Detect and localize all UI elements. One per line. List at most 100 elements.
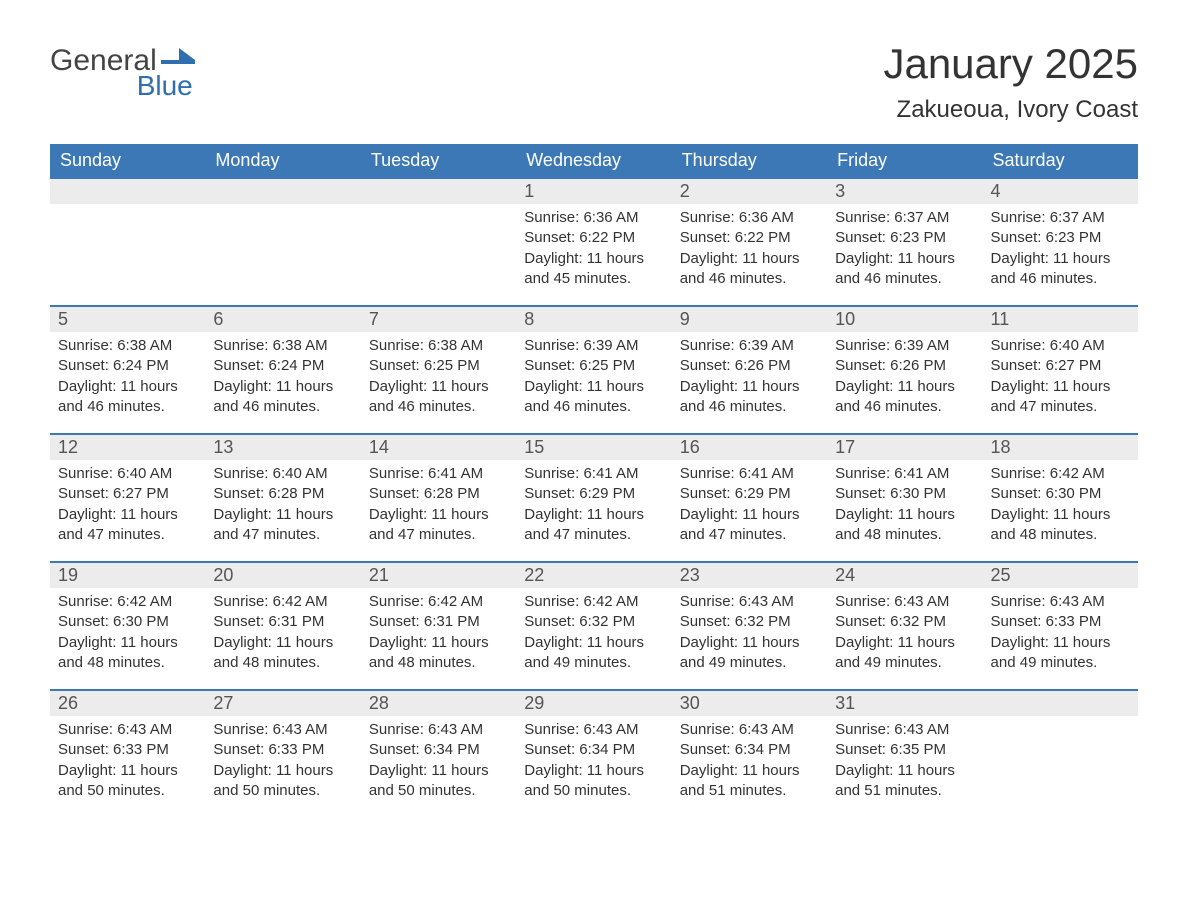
calendar-day-cell: 31Sunrise: 6:43 AMSunset: 6:35 PMDayligh… <box>827 689 982 817</box>
sunrise-line: Sunrise: 6:42 AM <box>58 592 197 612</box>
sunset-line: Sunset: 6:30 PM <box>58 612 197 632</box>
calendar-day-cell: 25Sunrise: 6:43 AMSunset: 6:33 PMDayligh… <box>983 561 1138 689</box>
day-number: 12 <box>50 433 205 460</box>
sunset-line: Sunset: 6:23 PM <box>835 228 974 248</box>
day-details: Sunrise: 6:42 AMSunset: 6:32 PMDaylight:… <box>516 588 671 681</box>
daylight-line: Daylight: 11 hours and 46 minutes. <box>524 377 663 418</box>
day-details: Sunrise: 6:42 AMSunset: 6:30 PMDaylight:… <box>50 588 205 681</box>
day-details: Sunrise: 6:43 AMSunset: 6:34 PMDaylight:… <box>672 716 827 809</box>
sunset-line: Sunset: 6:31 PM <box>369 612 508 632</box>
calendar-week-row: 5Sunrise: 6:38 AMSunset: 6:24 PMDaylight… <box>50 305 1138 433</box>
day-number: 31 <box>827 689 982 716</box>
sunset-line: Sunset: 6:26 PM <box>680 356 819 376</box>
sunset-line: Sunset: 6:30 PM <box>991 484 1130 504</box>
calendar-day-cell: 4Sunrise: 6:37 AMSunset: 6:23 PMDaylight… <box>983 177 1138 305</box>
day-details: Sunrise: 6:42 AMSunset: 6:30 PMDaylight:… <box>983 460 1138 553</box>
daylight-line: Daylight: 11 hours and 47 minutes. <box>213 505 352 546</box>
page-header: General Blue January 2025 Zakueoua, Ivor… <box>50 40 1138 124</box>
daylight-line: Daylight: 11 hours and 47 minutes. <box>524 505 663 546</box>
day-details: Sunrise: 6:40 AMSunset: 6:27 PMDaylight:… <box>983 332 1138 425</box>
calendar-day-cell <box>205 177 360 305</box>
sunset-line: Sunset: 6:23 PM <box>991 228 1130 248</box>
daylight-line: Daylight: 11 hours and 48 minutes. <box>58 633 197 674</box>
daylight-line: Daylight: 11 hours and 46 minutes. <box>213 377 352 418</box>
calendar-day-cell: 10Sunrise: 6:39 AMSunset: 6:26 PMDayligh… <box>827 305 982 433</box>
day-details: Sunrise: 6:38 AMSunset: 6:24 PMDaylight:… <box>205 332 360 425</box>
sunset-line: Sunset: 6:29 PM <box>524 484 663 504</box>
day-details: Sunrise: 6:43 AMSunset: 6:35 PMDaylight:… <box>827 716 982 809</box>
sunrise-line: Sunrise: 6:43 AM <box>213 720 352 740</box>
sunset-line: Sunset: 6:24 PM <box>58 356 197 376</box>
calendar-day-cell: 28Sunrise: 6:43 AMSunset: 6:34 PMDayligh… <box>361 689 516 817</box>
day-number: 11 <box>983 305 1138 332</box>
day-details: Sunrise: 6:41 AMSunset: 6:30 PMDaylight:… <box>827 460 982 553</box>
sunrise-line: Sunrise: 6:39 AM <box>524 336 663 356</box>
day-details: Sunrise: 6:40 AMSunset: 6:28 PMDaylight:… <box>205 460 360 553</box>
sunset-line: Sunset: 6:25 PM <box>369 356 508 376</box>
daylight-line: Daylight: 11 hours and 49 minutes. <box>991 633 1130 674</box>
sunset-line: Sunset: 6:34 PM <box>369 740 508 760</box>
day-number: 14 <box>361 433 516 460</box>
sunset-line: Sunset: 6:32 PM <box>835 612 974 632</box>
title-block: January 2025 Zakueoua, Ivory Coast <box>883 40 1138 124</box>
daylight-line: Daylight: 11 hours and 51 minutes. <box>680 761 819 802</box>
day-number-empty <box>361 177 516 204</box>
calendar-day-cell <box>50 177 205 305</box>
day-number: 27 <box>205 689 360 716</box>
daylight-line: Daylight: 11 hours and 50 minutes. <box>58 761 197 802</box>
sunset-line: Sunset: 6:33 PM <box>58 740 197 760</box>
sunset-line: Sunset: 6:24 PM <box>213 356 352 376</box>
daylight-line: Daylight: 11 hours and 46 minutes. <box>835 377 974 418</box>
day-number: 10 <box>827 305 982 332</box>
sunrise-line: Sunrise: 6:41 AM <box>524 464 663 484</box>
day-number: 29 <box>516 689 671 716</box>
sunrise-line: Sunrise: 6:43 AM <box>680 592 819 612</box>
calendar-day-cell: 2Sunrise: 6:36 AMSunset: 6:22 PMDaylight… <box>672 177 827 305</box>
sunrise-line: Sunrise: 6:37 AM <box>991 208 1130 228</box>
day-details: Sunrise: 6:38 AMSunset: 6:24 PMDaylight:… <box>50 332 205 425</box>
sunrise-line: Sunrise: 6:37 AM <box>835 208 974 228</box>
month-title: January 2025 <box>883 40 1138 88</box>
day-details: Sunrise: 6:43 AMSunset: 6:34 PMDaylight:… <box>361 716 516 809</box>
calendar-week-row: 26Sunrise: 6:43 AMSunset: 6:33 PMDayligh… <box>50 689 1138 817</box>
daylight-line: Daylight: 11 hours and 48 minutes. <box>835 505 974 546</box>
day-number: 7 <box>361 305 516 332</box>
calendar-day-cell: 7Sunrise: 6:38 AMSunset: 6:25 PMDaylight… <box>361 305 516 433</box>
calendar-day-cell: 15Sunrise: 6:41 AMSunset: 6:29 PMDayligh… <box>516 433 671 561</box>
calendar-day-cell: 13Sunrise: 6:40 AMSunset: 6:28 PMDayligh… <box>205 433 360 561</box>
sunrise-line: Sunrise: 6:38 AM <box>213 336 352 356</box>
sunset-line: Sunset: 6:35 PM <box>835 740 974 760</box>
daylight-line: Daylight: 11 hours and 50 minutes. <box>369 761 508 802</box>
day-number: 18 <box>983 433 1138 460</box>
day-number: 21 <box>361 561 516 588</box>
sunrise-line: Sunrise: 6:38 AM <box>58 336 197 356</box>
daylight-line: Daylight: 11 hours and 49 minutes. <box>835 633 974 674</box>
daylight-line: Daylight: 11 hours and 46 minutes. <box>680 377 819 418</box>
daylight-line: Daylight: 11 hours and 47 minutes. <box>369 505 508 546</box>
calendar-day-cell: 19Sunrise: 6:42 AMSunset: 6:30 PMDayligh… <box>50 561 205 689</box>
daylight-line: Daylight: 11 hours and 46 minutes. <box>680 249 819 290</box>
calendar-week-row: 1Sunrise: 6:36 AMSunset: 6:22 PMDaylight… <box>50 177 1138 305</box>
flag-icon <box>161 40 195 70</box>
daylight-line: Daylight: 11 hours and 51 minutes. <box>835 761 974 802</box>
daylight-line: Daylight: 11 hours and 48 minutes. <box>213 633 352 674</box>
weekday-header: Monday <box>205 144 360 177</box>
day-number: 3 <box>827 177 982 204</box>
weekday-header: Sunday <box>50 144 205 177</box>
day-number: 4 <box>983 177 1138 204</box>
day-details: Sunrise: 6:42 AMSunset: 6:31 PMDaylight:… <box>205 588 360 681</box>
calendar-day-cell: 5Sunrise: 6:38 AMSunset: 6:24 PMDaylight… <box>50 305 205 433</box>
day-number: 17 <box>827 433 982 460</box>
sunrise-line: Sunrise: 6:40 AM <box>213 464 352 484</box>
daylight-line: Daylight: 11 hours and 50 minutes. <box>524 761 663 802</box>
calendar-day-cell: 30Sunrise: 6:43 AMSunset: 6:34 PMDayligh… <box>672 689 827 817</box>
day-details: Sunrise: 6:37 AMSunset: 6:23 PMDaylight:… <box>827 204 982 297</box>
calendar-day-cell: 3Sunrise: 6:37 AMSunset: 6:23 PMDaylight… <box>827 177 982 305</box>
day-details: Sunrise: 6:41 AMSunset: 6:28 PMDaylight:… <box>361 460 516 553</box>
sunrise-line: Sunrise: 6:43 AM <box>835 592 974 612</box>
day-details: Sunrise: 6:39 AMSunset: 6:26 PMDaylight:… <box>827 332 982 425</box>
day-details: Sunrise: 6:41 AMSunset: 6:29 PMDaylight:… <box>516 460 671 553</box>
sunset-line: Sunset: 6:33 PM <box>991 612 1130 632</box>
calendar-day-cell: 18Sunrise: 6:42 AMSunset: 6:30 PMDayligh… <box>983 433 1138 561</box>
calendar-day-cell: 12Sunrise: 6:40 AMSunset: 6:27 PMDayligh… <box>50 433 205 561</box>
